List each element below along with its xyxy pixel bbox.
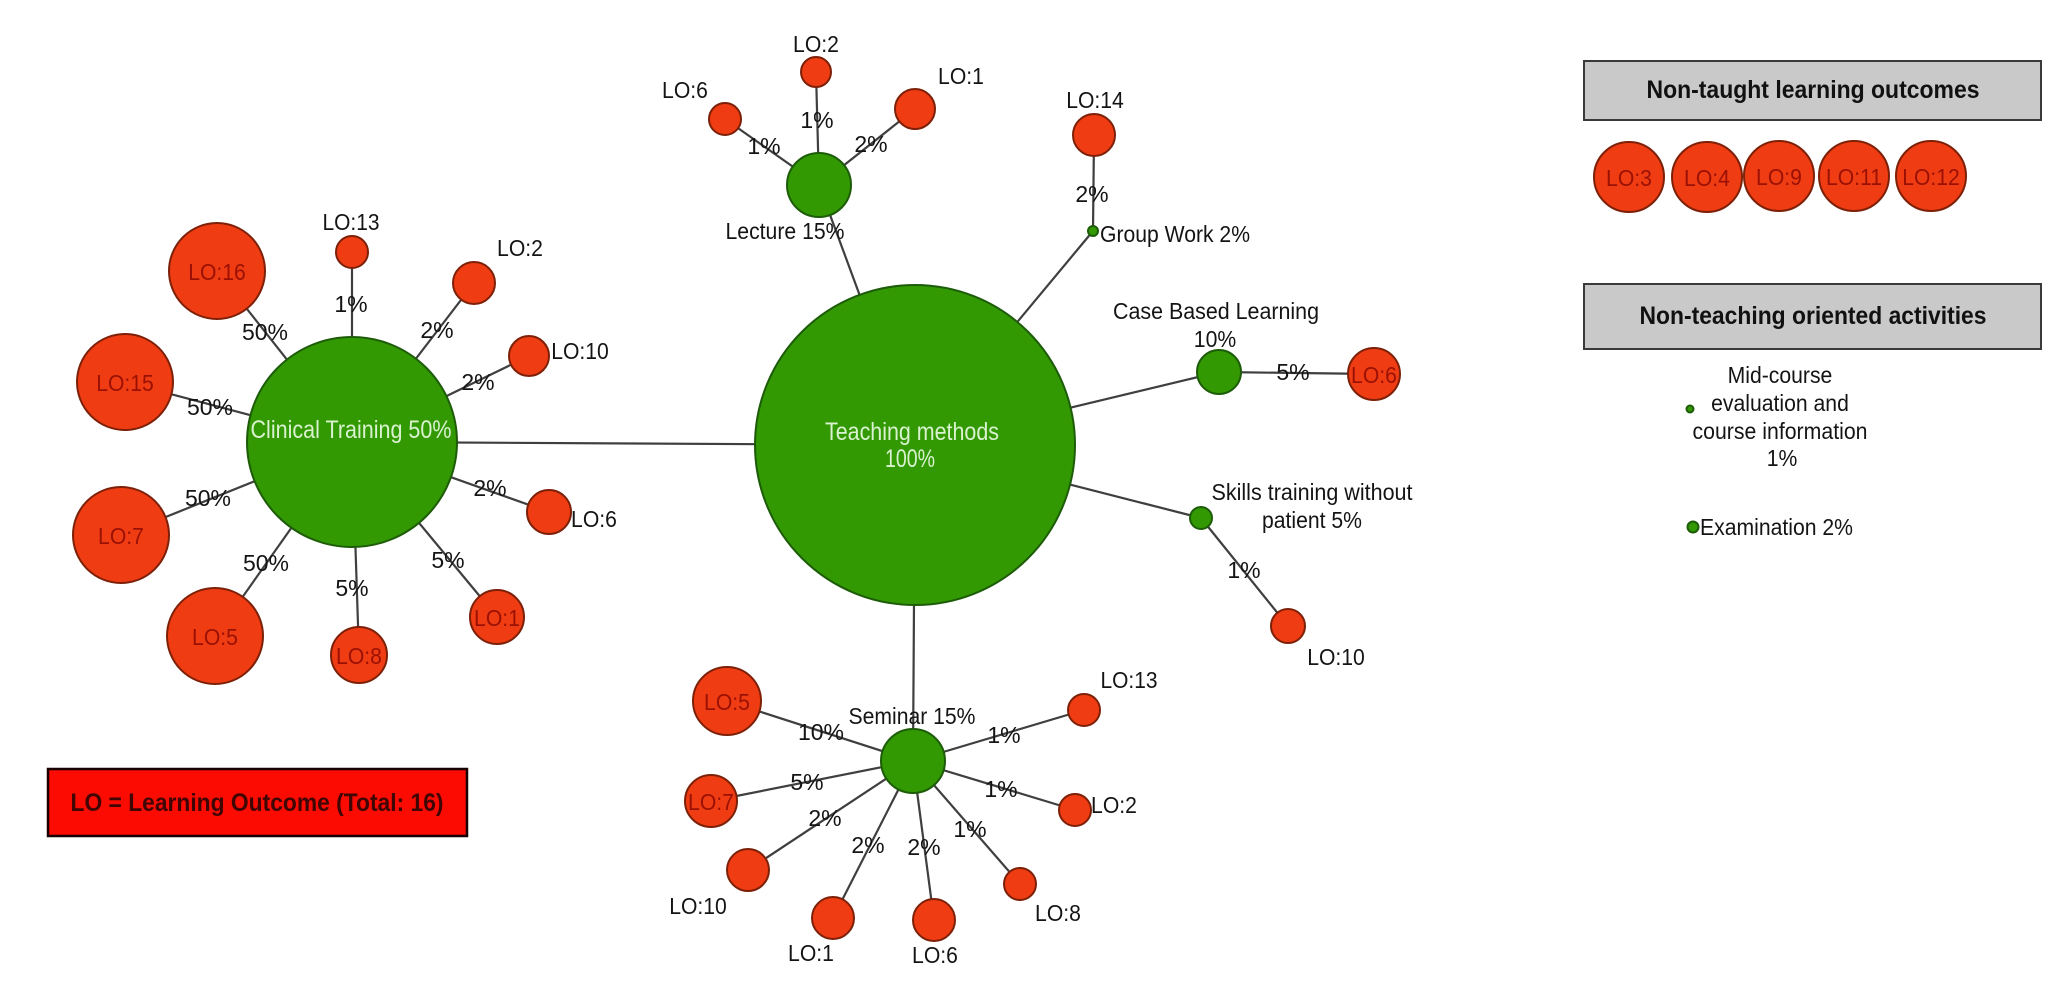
svg-text:LO:15: LO:15: [96, 370, 154, 396]
svg-text:LO:6: LO:6: [662, 77, 708, 103]
svg-text:LO:7: LO:7: [688, 789, 734, 815]
svg-text:LO:1: LO:1: [938, 63, 984, 89]
svg-text:2%: 2%: [473, 475, 506, 501]
svg-text:LO:13: LO:13: [323, 209, 380, 235]
svg-text:Examination 2%: Examination 2%: [1700, 514, 1853, 540]
svg-text:5%: 5%: [1276, 359, 1309, 385]
svg-text:2%: 2%: [808, 805, 841, 831]
svg-text:LO:3: LO:3: [1606, 165, 1652, 191]
svg-text:1%: 1%: [984, 776, 1017, 802]
svg-text:LO:8: LO:8: [1035, 900, 1081, 926]
svg-text:1%: 1%: [953, 816, 986, 842]
svg-text:evaluation and: evaluation and: [1711, 390, 1849, 416]
svg-text:LO = Learning Outcome (Total:: LO = Learning Outcome (Total: 16): [71, 789, 444, 817]
svg-text:50%: 50%: [242, 319, 288, 345]
svg-text:patient 5%: patient 5%: [1262, 507, 1362, 533]
svg-text:Lecture 15%: Lecture 15%: [726, 218, 845, 244]
svg-text:LO:5: LO:5: [192, 624, 238, 650]
svg-text:50%: 50%: [243, 550, 289, 576]
svg-text:LO:1: LO:1: [788, 940, 834, 966]
svg-text:1%: 1%: [1227, 557, 1260, 583]
svg-text:Group Work 2%: Group Work 2%: [1100, 221, 1250, 247]
svg-text:LO:4: LO:4: [1684, 165, 1730, 191]
svg-text:LO:7: LO:7: [98, 523, 144, 549]
svg-text:LO:6: LO:6: [1351, 362, 1397, 388]
svg-text:LO:6: LO:6: [571, 506, 617, 532]
svg-text:1%: 1%: [1767, 445, 1798, 471]
svg-text:LO:10: LO:10: [1307, 644, 1365, 670]
svg-text:LO:2: LO:2: [1091, 792, 1137, 818]
svg-text:Seminar 15%: Seminar 15%: [849, 703, 976, 729]
svg-text:1%: 1%: [334, 291, 367, 317]
svg-text:1%: 1%: [747, 133, 780, 159]
svg-text:LO:2: LO:2: [793, 31, 839, 57]
svg-text:Case Based Learning: Case Based Learning: [1113, 298, 1319, 324]
svg-text:course information: course information: [1693, 418, 1868, 444]
svg-text:2%: 2%: [1075, 181, 1108, 207]
svg-text:Clinical Training 50%: Clinical Training 50%: [251, 416, 452, 444]
svg-text:2%: 2%: [420, 317, 453, 343]
svg-text:Non-teaching oriented activiti: Non-teaching oriented activities: [1640, 302, 1987, 330]
svg-text:10%: 10%: [1194, 326, 1236, 352]
svg-text:2%: 2%: [854, 131, 887, 157]
svg-text:1%: 1%: [987, 722, 1020, 748]
svg-text:1%: 1%: [800, 107, 833, 133]
svg-text:LO:5: LO:5: [704, 689, 750, 715]
svg-text:LO:16: LO:16: [188, 259, 246, 285]
svg-text:Teaching methods: Teaching methods: [825, 418, 999, 446]
svg-text:100%: 100%: [885, 445, 935, 473]
svg-text:5%: 5%: [790, 769, 823, 795]
svg-text:LO:1: LO:1: [474, 605, 520, 631]
svg-text:LO:8: LO:8: [336, 643, 382, 669]
svg-text:LO:14: LO:14: [1066, 87, 1124, 113]
svg-text:LO:9: LO:9: [1756, 164, 1802, 190]
svg-text:5%: 5%: [431, 547, 464, 573]
svg-text:2%: 2%: [907, 834, 940, 860]
svg-text:LO:2: LO:2: [497, 235, 543, 261]
svg-text:Non-taught learning outcomes: Non-taught learning outcomes: [1647, 76, 1980, 104]
svg-text:LO:10: LO:10: [551, 338, 609, 364]
svg-text:50%: 50%: [187, 394, 233, 420]
svg-text:LO:11: LO:11: [1826, 164, 1882, 190]
svg-text:2%: 2%: [851, 832, 884, 858]
svg-text:LO:6: LO:6: [912, 942, 958, 968]
svg-text:LO:10: LO:10: [669, 893, 727, 919]
svg-text:Skills training without: Skills training without: [1212, 479, 1414, 505]
svg-text:2%: 2%: [461, 369, 494, 395]
svg-text:LO:13: LO:13: [1101, 667, 1158, 693]
svg-text:5%: 5%: [335, 575, 368, 601]
svg-text:50%: 50%: [185, 485, 231, 511]
svg-text:10%: 10%: [798, 719, 844, 745]
svg-text:Mid-course: Mid-course: [1728, 362, 1833, 388]
svg-text:LO:12: LO:12: [1902, 164, 1960, 190]
